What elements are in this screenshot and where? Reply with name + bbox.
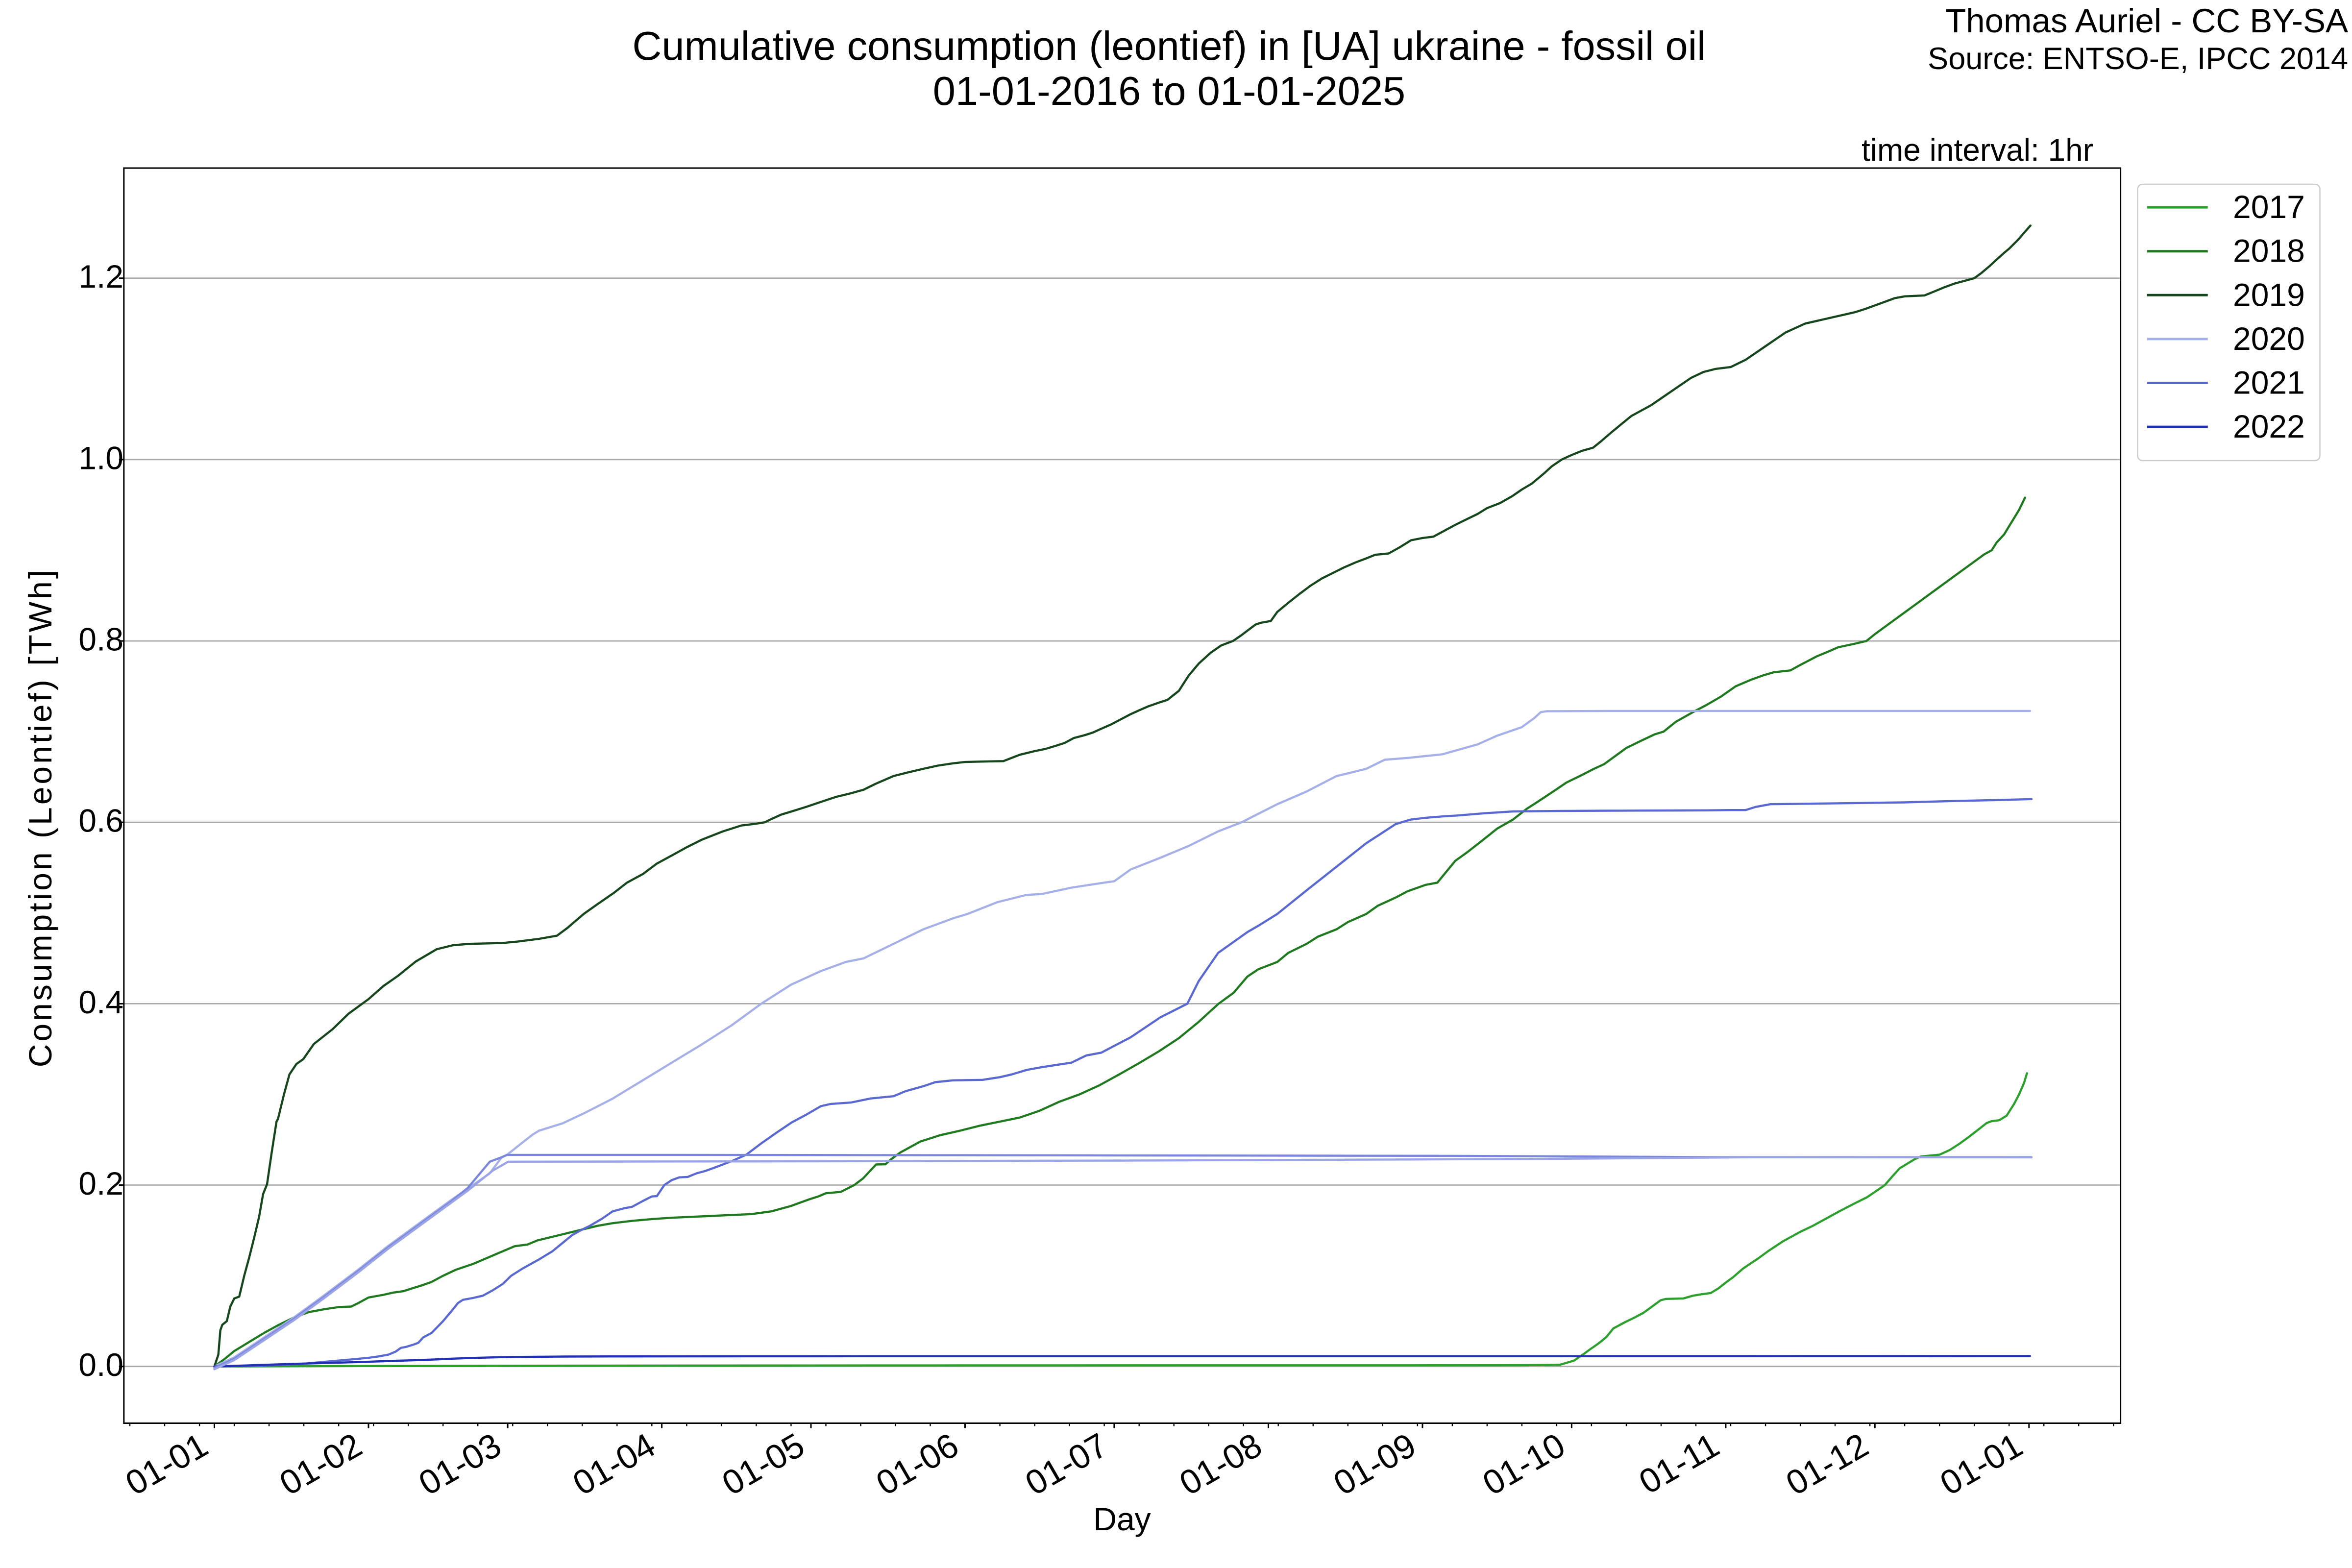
svg-text:1.0: 1.0 xyxy=(78,440,123,476)
svg-text:Thomas Auriel - CC BY-SA: Thomas Auriel - CC BY-SA xyxy=(1945,2,2348,40)
svg-text:2018: 2018 xyxy=(2233,233,2305,269)
svg-text:2020: 2020 xyxy=(2233,320,2305,357)
svg-text:Day: Day xyxy=(1093,1501,1151,1537)
svg-text:0.6: 0.6 xyxy=(78,803,123,839)
svg-text:2019: 2019 xyxy=(2233,276,2305,313)
svg-text:1.2: 1.2 xyxy=(78,258,123,294)
svg-text:2022: 2022 xyxy=(2233,408,2305,444)
svg-text:0.4: 0.4 xyxy=(78,984,123,1020)
svg-text:Source: ENTSO-E, IPCC 2014: Source: ENTSO-E, IPCC 2014 xyxy=(1928,42,2348,76)
svg-text:0.2: 0.2 xyxy=(78,1165,123,1201)
svg-text:0.0: 0.0 xyxy=(78,1347,123,1383)
svg-text:0.8: 0.8 xyxy=(78,621,123,658)
svg-text:2017: 2017 xyxy=(2233,189,2305,225)
svg-text:01-01-2016 to 01-01-2025: 01-01-2016 to 01-01-2025 xyxy=(933,68,1405,114)
svg-text:Cumulative consumption (leonti: Cumulative consumption (leontief) in [UA… xyxy=(632,23,1706,69)
svg-text:2021: 2021 xyxy=(2233,365,2305,401)
svg-text:time interval: 1hr: time interval: 1hr xyxy=(1862,132,2093,168)
svg-text:Consumption (Leontief) [TWh]: Consumption (Leontief) [TWh] xyxy=(22,567,58,1067)
